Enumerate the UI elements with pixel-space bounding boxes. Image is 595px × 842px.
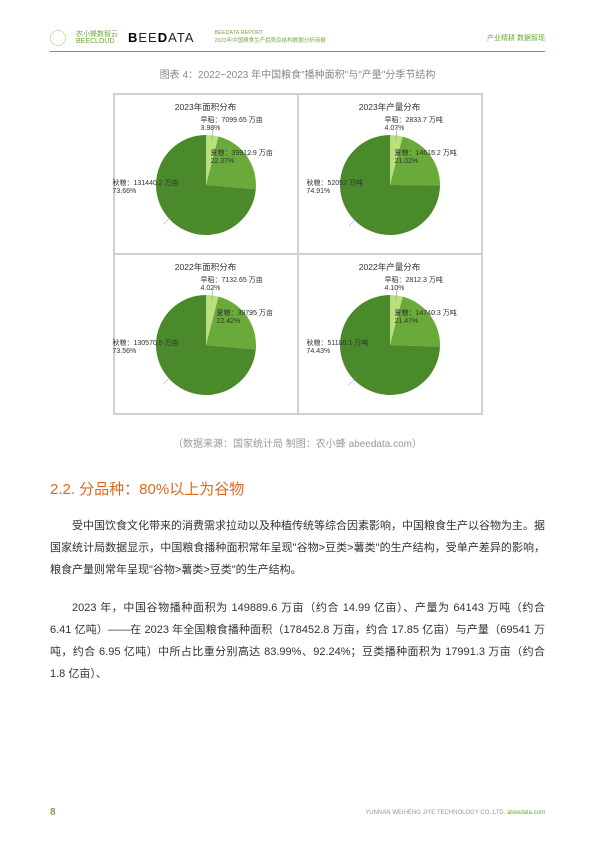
pie-slice-label: 早稻：2833.7 万吨4.07% <box>385 117 443 134</box>
pie-slice-label: 秋粮：131440.2 万亩73.66% <box>113 180 179 197</box>
chart-cell: 2022年面积分布早稻：7132.65 万亩4.02% 夏粮：39795 万亩22… <box>114 254 298 414</box>
page-number: 8 <box>50 807 56 818</box>
pie-title: 2023年面积分布 <box>119 101 293 113</box>
section-heading: 2.2. 分品种：80%以上为谷物 <box>50 478 545 499</box>
content-area: 图表 4：2022~2023 年中国粮食"播种面积"与"产量"分季节结构 202… <box>50 58 545 792</box>
pie-slice-label: 秋粮：130570.5 万亩73.56% <box>113 340 179 357</box>
footer-company: YUNNAN WEIHENG JIYE TECHNOLOGY CO.,LTD. … <box>365 810 545 816</box>
header-mid: BEEDATA REPORT 2023年中国粮食生产趋势及结构数据分析简报 <box>214 30 325 44</box>
pie-slice-label: 早稻：7099.65 万亩3.98% <box>201 117 263 134</box>
pie-slice-label: 夏粮：14740.3 万吨21.47% <box>395 310 457 327</box>
logo-cn-block: 农小蜂数智云 BEECLOUD <box>76 31 118 45</box>
chart-title: 图表 4：2022~2023 年中国粮食"播种面积"与"产量"分季节结构 <box>50 66 545 81</box>
page-footer: 8 YUNNAN WEIHENG JIYE TECHNOLOGY CO.,LTD… <box>50 807 545 818</box>
pie-title: 2022年面积分布 <box>119 261 293 273</box>
chart-cell: 2023年产量分布早稻：2833.7 万吨4.07% 夏粮：14615.2 万吨2… <box>298 94 482 254</box>
pie-slice-label: 秋粮：51100.1 万吨74.43% <box>307 340 369 357</box>
pie-slice-label: 夏粮：14615.2 万吨21.02% <box>395 150 457 167</box>
pie-title: 2023年产量分布 <box>303 101 477 113</box>
pie-slice-label: 早稻：2812.3 万吨4.10% <box>385 277 443 294</box>
beedata-logo: BEEDATA <box>128 30 194 45</box>
page-header: 农小蜂数智云 BEECLOUD BEEDATA BEEDATA REPORT 2… <box>50 28 545 52</box>
chart-source: （数据来源：国家统计局 制图：农小蜂 abeedata.com） <box>50 435 545 450</box>
header-mid-line2: 2023年中国粮食生产趋势及结构数据分析简报 <box>214 38 325 45</box>
body-para-1: 受中国饮食文化带来的消费需求拉动以及种植传统等综合因素影响，中国粮食生产以谷物为… <box>50 515 545 581</box>
pie-title: 2022年产量分布 <box>303 261 477 273</box>
pie-wrap: 早稻：7132.65 万亩4.02%夏粮：39795 万亩22.42%秋粮：13… <box>119 275 293 415</box>
pie-wrap: 早稻：2812.3 万吨4.10% 夏粮：14740.3 万吨21.47% 秋粮：5… <box>303 275 477 415</box>
beecloud-icon <box>50 30 66 46</box>
pie-slice-label: 早稻：7132.65 万亩4.02% <box>201 277 263 294</box>
pie-slice-label: 夏粮：39795 万亩22.42% <box>217 310 273 327</box>
chart-cell: 2022年产量分布早稻：2812.3 万吨4.10% 夏粮：14740.3 万吨2… <box>298 254 482 414</box>
pie-slice-label: 夏粮：39912.9 万亩22.37% <box>211 150 273 167</box>
pie-wrap: 早稻：2833.7 万吨4.07% 夏粮：14615.2 万吨21.02% 秋粮：5… <box>303 115 477 255</box>
pie-wrap: 早稻：7099.65 万亩3.98%夏粮：39912.9 万亩22.37%秋粮：… <box>119 115 293 255</box>
logo-cn-line2: BEECLOUD <box>76 38 118 45</box>
chart-grid: 2023年面积分布早稻：7099.65 万亩3.98% 夏粮：39912.9 万亩… <box>113 93 483 415</box>
header-right: 产业精耕 数据智现 <box>487 33 545 43</box>
header-left: 农小蜂数智云 BEECLOUD BEEDATA <box>50 30 194 46</box>
pie-slice-label: 秋粮：52092 万吨74.91% <box>307 180 363 197</box>
header-mid-line1: BEEDATA REPORT <box>214 30 325 37</box>
body-para-2: 2023 年，中国谷物播种面积为 149889.6 万亩（约合 14.99 亿亩… <box>50 597 545 685</box>
logo-cn-line1: 农小蜂数智云 <box>76 31 118 38</box>
chart-cell: 2023年面积分布早稻：7099.65 万亩3.98% 夏粮：39912.9 万亩… <box>114 94 298 254</box>
